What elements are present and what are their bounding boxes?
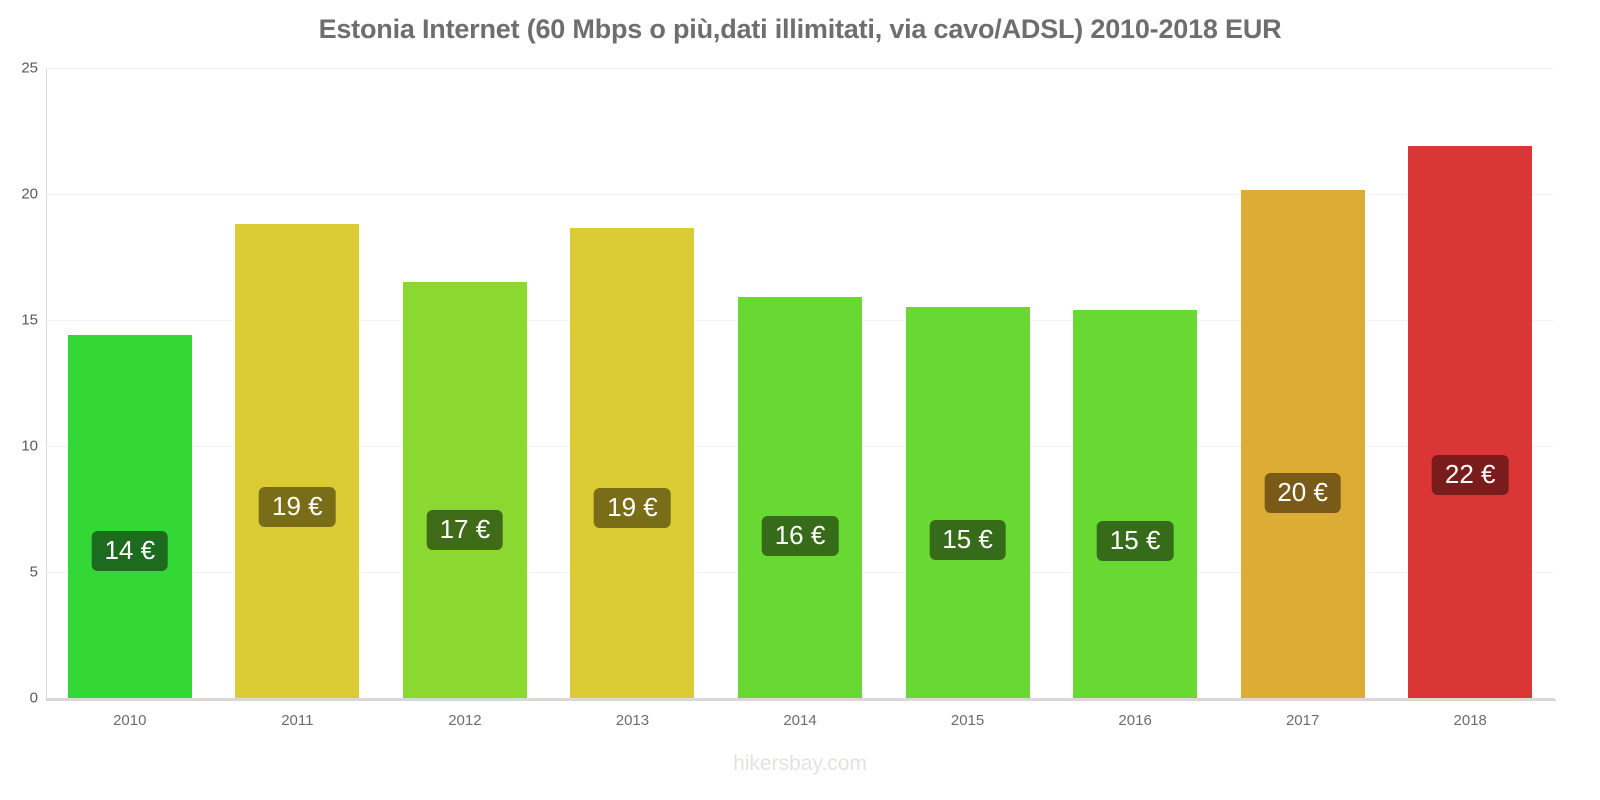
bar[interactable] (905, 307, 1030, 698)
y-axis-tick-label: 20 (21, 185, 38, 203)
y-axis-tick-label: 15 (21, 311, 38, 329)
x-axis-tick-label: 2016 (1118, 712, 1152, 729)
x-axis-line (46, 699, 1556, 701)
bar-group[interactable]: 14 € (67, 335, 192, 698)
bar-value-label: 15 € (929, 519, 1006, 560)
x-axis-tick-label: 2017 (1285, 712, 1320, 729)
bar[interactable] (235, 224, 360, 698)
bar[interactable] (1240, 190, 1365, 698)
gridline (46, 68, 1554, 69)
bar-group[interactable]: 17 € (402, 282, 527, 698)
bar-value-label: 15 € (1096, 520, 1174, 561)
bar[interactable] (570, 228, 695, 698)
bar-group[interactable]: 16 € (738, 297, 862, 698)
y-axis-tick-label: 5 (29, 563, 38, 581)
x-axis-tick-label: 2010 (113, 712, 147, 729)
bar-value-label: 14 € (91, 530, 169, 571)
bar[interactable] (1073, 309, 1198, 698)
x-axis-tick-label: 2014 (783, 712, 817, 729)
y-axis-tick-label: 0 (29, 689, 38, 707)
bar-value-label: 19 € (594, 488, 671, 529)
bars-layer: 14 € 19 € 17 € 19 € 16 € 15 € 15 € 20 € 22 € (46, 68, 1554, 698)
gridline (46, 194, 1554, 195)
bar[interactable] (738, 297, 862, 698)
x-axis-tick-label: 2011 (281, 712, 314, 729)
bar-value-label: 20 € (1264, 472, 1341, 513)
footer-watermark: hikersbay.com (733, 752, 867, 775)
bar-group[interactable]: 19 € (235, 224, 360, 698)
bar-value-label: 22 € (1431, 455, 1509, 496)
plot-area: 14 € 19 € 17 € 19 € 16 € 15 € 15 € 20 € 22 € (46, 68, 1554, 699)
bar-value-label: 19 € (259, 486, 336, 527)
chart-title: Estonia Internet (60 Mbps o più,dati ill… (318, 14, 1282, 44)
bar-group[interactable]: 19 € (570, 228, 695, 698)
bar-group[interactable]: 15 € (905, 307, 1030, 698)
gridline (46, 698, 1554, 699)
y-axis-line (46, 68, 47, 700)
x-axis-tick-label: 2018 (1453, 712, 1487, 729)
y-axis-tick-label: 25 (21, 59, 38, 77)
x-axis-tick-label: 2015 (950, 712, 985, 729)
bar[interactable] (402, 282, 527, 698)
bar-group[interactable]: 15 € (1073, 309, 1198, 698)
bar-group[interactable]: 22 € (1408, 146, 1533, 698)
y-axis-tick-label: 10 (21, 437, 38, 455)
bar-group[interactable]: 20 € (1240, 190, 1365, 698)
bar-value-label: 16 € (761, 515, 839, 556)
x-axis-tick-label: 2013 (615, 712, 650, 729)
bar[interactable] (67, 335, 192, 698)
x-axis-tick-label: 2012 (448, 712, 482, 729)
bar-value-label: 17 € (426, 509, 504, 550)
bar[interactable] (1408, 146, 1533, 698)
